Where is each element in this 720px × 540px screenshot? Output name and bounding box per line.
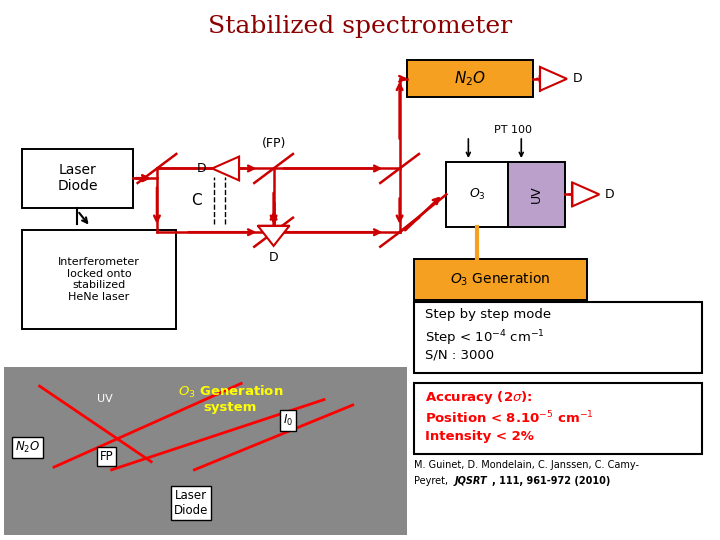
Text: JQSRT: JQSRT xyxy=(454,476,487,487)
FancyBboxPatch shape xyxy=(446,162,508,227)
FancyBboxPatch shape xyxy=(414,302,702,373)
Text: UV: UV xyxy=(96,394,112,404)
Text: (FP): (FP) xyxy=(261,137,286,150)
Text: PT 100: PT 100 xyxy=(494,125,532,135)
Text: Step by step mode: Step by step mode xyxy=(425,308,551,321)
Text: D: D xyxy=(605,188,615,201)
Text: Stabilized spectrometer: Stabilized spectrometer xyxy=(208,15,512,38)
FancyBboxPatch shape xyxy=(414,259,587,300)
Text: D: D xyxy=(197,162,207,175)
Text: UV: UV xyxy=(530,186,543,203)
Polygon shape xyxy=(212,157,239,180)
Text: M. Guinet, D. Mondelain, C. Janssen, C. Camy-: M. Guinet, D. Mondelain, C. Janssen, C. … xyxy=(414,460,639,470)
Text: S/N : 3000: S/N : 3000 xyxy=(425,349,494,362)
Text: FP: FP xyxy=(100,450,113,463)
Text: $O_3$ Generation
system: $O_3$ Generation system xyxy=(178,383,283,415)
Text: Peyret,: Peyret, xyxy=(414,476,451,487)
Text: D: D xyxy=(572,72,582,85)
Text: Position < 8.10$^{-5}$ cm$^{-1}$: Position < 8.10$^{-5}$ cm$^{-1}$ xyxy=(425,409,594,426)
Text: , 111, 961-972 (2010): , 111, 961-972 (2010) xyxy=(492,476,610,487)
FancyBboxPatch shape xyxy=(414,383,702,454)
Text: $O_3$: $O_3$ xyxy=(469,187,485,202)
Text: Intensity < 2%: Intensity < 2% xyxy=(425,430,534,443)
FancyBboxPatch shape xyxy=(22,148,133,208)
FancyBboxPatch shape xyxy=(4,367,407,535)
Text: Laser
Diode: Laser Diode xyxy=(174,489,208,517)
Text: $I_0$: $I_0$ xyxy=(283,413,293,428)
Polygon shape xyxy=(572,183,599,206)
Text: C: C xyxy=(191,193,202,208)
Text: Step < 10$^{-4}$ cm$^{-1}$: Step < 10$^{-4}$ cm$^{-1}$ xyxy=(425,328,545,348)
Text: Interferometer
locked onto
stabilized
HeNe laser: Interferometer locked onto stabilized He… xyxy=(58,257,140,302)
Text: Accuracy (2$\sigma$):: Accuracy (2$\sigma$): xyxy=(425,389,532,406)
Text: D: D xyxy=(269,251,279,264)
Polygon shape xyxy=(258,226,289,246)
Text: $N_2O$: $N_2O$ xyxy=(454,70,486,88)
FancyBboxPatch shape xyxy=(407,60,533,97)
FancyBboxPatch shape xyxy=(22,230,176,329)
Polygon shape xyxy=(540,67,567,91)
FancyBboxPatch shape xyxy=(508,162,565,227)
Text: Laser
Diode: Laser Diode xyxy=(57,163,98,193)
Text: $O_3$ Generation: $O_3$ Generation xyxy=(450,271,551,288)
Text: $N_2O$: $N_2O$ xyxy=(15,440,40,455)
